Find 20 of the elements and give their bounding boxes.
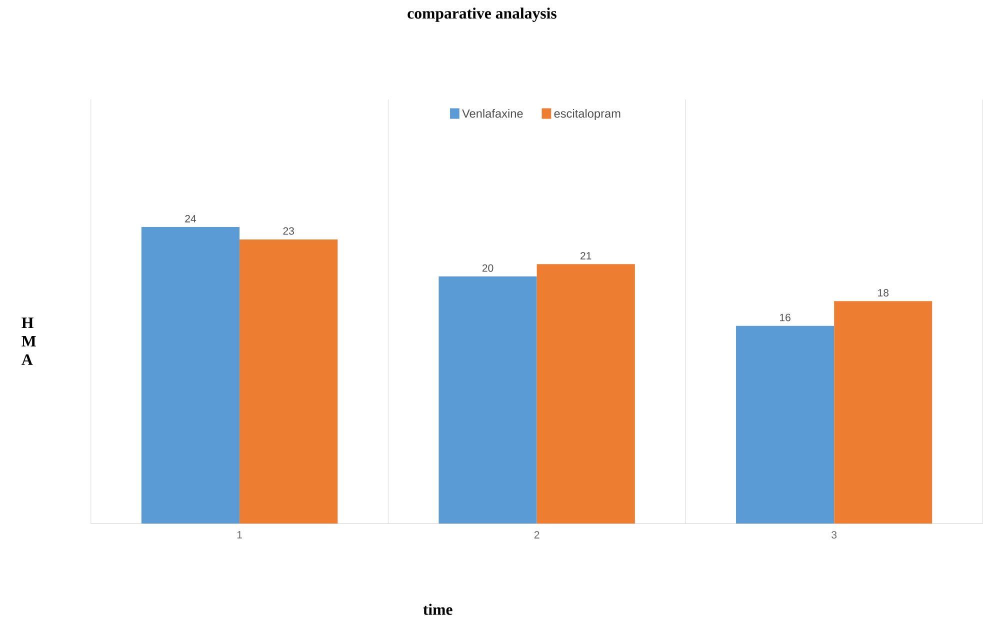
x-tick-label: 3 [832,531,837,539]
data-label: 23 [283,227,294,235]
data-label: 16 [780,314,790,322]
x-axis-title: time [423,604,452,615]
data-label: 20 [482,264,494,272]
data-label: 21 [580,252,592,260]
bar [438,276,537,524]
data-label: 18 [878,289,889,296]
y-axis-title: H M A [22,318,36,365]
data-label: 24 [185,214,196,222]
bar [536,264,635,524]
x-tick-label: 1 [237,531,242,538]
legend-label: Venlafaxine [462,108,523,118]
bar [240,239,338,524]
chart-title: comparative analaysis [408,8,556,22]
bar [834,301,932,524]
legend-label: escitalopram [554,108,620,120]
bar [736,326,834,524]
x-tick-label: 2 [534,531,540,538]
bar [141,226,240,524]
